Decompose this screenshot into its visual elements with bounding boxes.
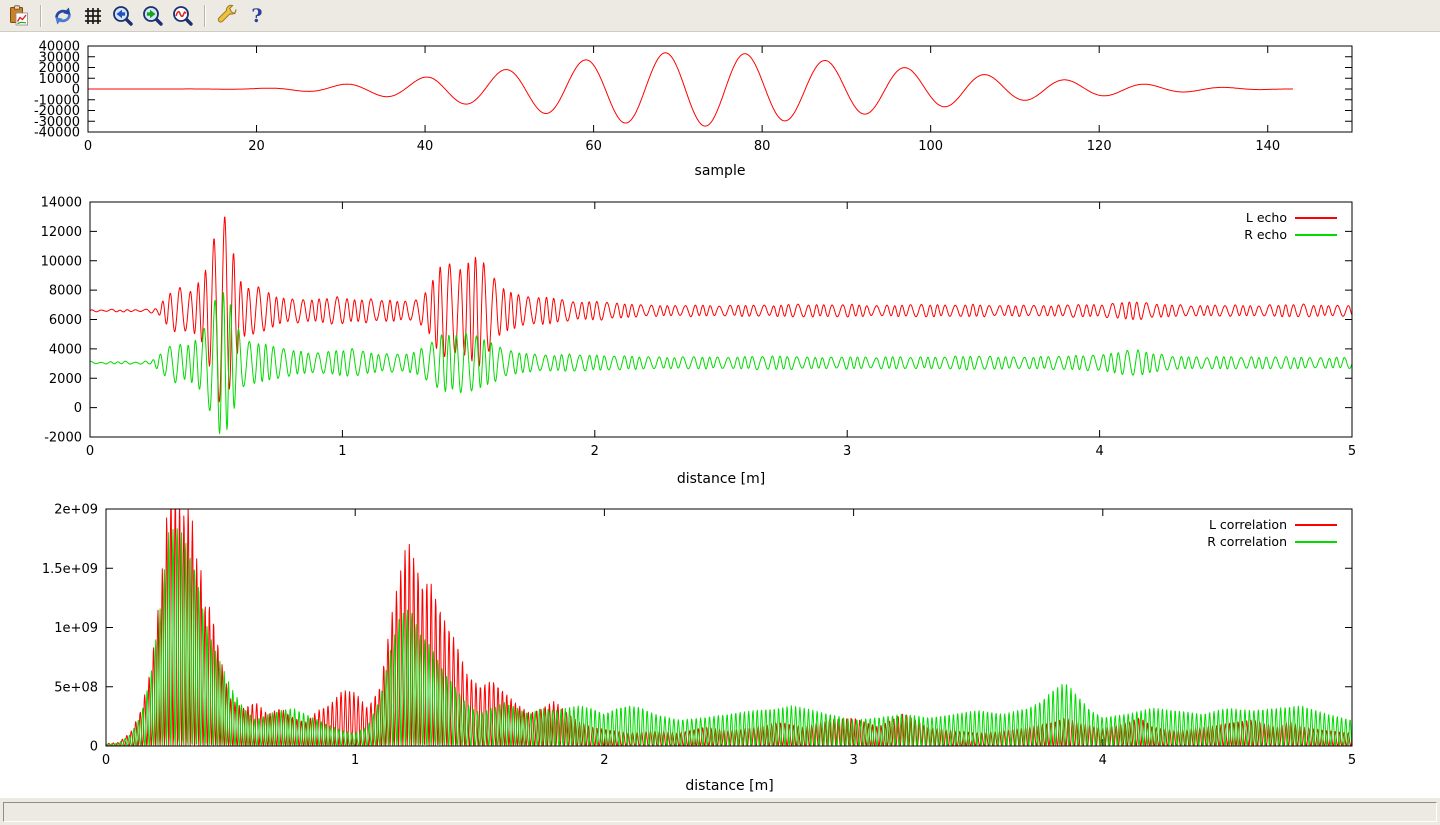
legend-line-sample bbox=[1295, 216, 1337, 219]
autoscale-button[interactable] bbox=[168, 2, 198, 30]
grid-icon bbox=[85, 7, 101, 24]
series-l-correlation bbox=[106, 509, 1352, 746]
legend-entry: L echo bbox=[1244, 209, 1337, 226]
svg-text:?: ? bbox=[251, 5, 262, 27]
x-tick-label: 2 bbox=[600, 753, 608, 768]
y-tick-label: 10000 bbox=[41, 254, 82, 269]
x-tick-label: 4 bbox=[1095, 444, 1103, 459]
y-tick-label: 6000 bbox=[49, 313, 82, 328]
y-tick-label: 12000 bbox=[41, 225, 82, 240]
y-tick-label: -30000 bbox=[34, 115, 80, 130]
y-tick-label: 20000 bbox=[39, 61, 80, 76]
zoom-previous-icon bbox=[113, 5, 133, 26]
x-tick-label: 0 bbox=[86, 444, 94, 459]
y-tick-label: 10000 bbox=[39, 72, 80, 87]
legend-line-sample bbox=[1295, 540, 1337, 543]
y-tick-label: 0 bbox=[74, 401, 82, 416]
legend-entry: R correlation bbox=[1207, 533, 1337, 550]
y-tick-label: 30000 bbox=[39, 50, 80, 65]
x-tick-label: 3 bbox=[843, 444, 851, 459]
x-tick-label: 140 bbox=[1255, 139, 1280, 154]
x-tick-label: 0 bbox=[84, 139, 92, 154]
refresh-icon bbox=[55, 7, 71, 24]
y-tick-label: 0 bbox=[72, 83, 80, 98]
toolbar: ? bbox=[0, 0, 1440, 32]
y-tick-label: 1e+09 bbox=[54, 621, 98, 636]
configure-button[interactable] bbox=[212, 2, 242, 30]
replot-button[interactable] bbox=[48, 2, 78, 30]
plot-frame bbox=[87, 45, 1353, 133]
y-tick-label: 8000 bbox=[49, 284, 82, 299]
x-tick-label: 100 bbox=[918, 139, 943, 154]
x-tick-label: 120 bbox=[1087, 139, 1112, 154]
status-text bbox=[3, 802, 1437, 822]
plot2-xlabel: distance [m] bbox=[676, 471, 766, 487]
x-tick-label: 1 bbox=[338, 444, 346, 459]
zoom-next-icon bbox=[143, 5, 163, 26]
statusbar bbox=[0, 797, 1440, 825]
x-tick-label: 2 bbox=[591, 444, 599, 459]
x-tick-label: 3 bbox=[849, 753, 857, 768]
y-tick-label: -40000 bbox=[34, 126, 80, 141]
plot3-legend: L correlation R correlation bbox=[1207, 516, 1337, 550]
help-button[interactable]: ? bbox=[242, 2, 272, 30]
copy-plot-button[interactable] bbox=[4, 2, 34, 30]
legend-entry: L correlation bbox=[1207, 516, 1337, 533]
y-tick-label: 4000 bbox=[49, 342, 82, 357]
y-tick-label: 5e+08 bbox=[54, 680, 98, 695]
y-tick-label: 1.5e+09 bbox=[42, 562, 98, 577]
plot1-xlabel: sample bbox=[694, 163, 746, 179]
plot2-legend: L echo R echo bbox=[1244, 209, 1337, 243]
y-tick-label: -10000 bbox=[34, 93, 80, 108]
y-tick-label: 2000 bbox=[49, 372, 82, 387]
wrench-icon bbox=[217, 4, 237, 23]
x-tick-label: 1 bbox=[351, 753, 359, 768]
plot-frame bbox=[105, 508, 1353, 747]
legend-line-sample bbox=[1295, 233, 1337, 236]
legend-entry: R echo bbox=[1244, 226, 1337, 243]
toolbar-separator bbox=[40, 4, 42, 27]
x-tick-label: 5 bbox=[1348, 444, 1356, 459]
series-l-echo bbox=[90, 216, 1352, 403]
clipboard-chart-icon bbox=[10, 4, 28, 25]
legend-line-sample bbox=[1295, 523, 1337, 526]
y-tick-label: -2000 bbox=[44, 431, 82, 446]
x-tick-label: 20 bbox=[248, 139, 265, 154]
plot3-xlabel: distance [m] bbox=[685, 778, 774, 794]
y-tick-label: 40000 bbox=[39, 40, 80, 55]
x-tick-label: 80 bbox=[754, 139, 771, 154]
plot-2: 0 1 2 3 4 5 -2000 0 2000 4000 6000 8000 10000 12000 14… bbox=[41, 196, 1357, 460]
series-r-echo bbox=[90, 292, 1352, 435]
x-tick-label: 40 bbox=[417, 139, 434, 154]
plot-frame bbox=[89, 201, 1353, 438]
plot-1: 0 20 40 60 80 100 120 140 -40000-30000-20000-100… bbox=[34, 40, 1353, 154]
x-tick-label: 60 bbox=[585, 139, 602, 154]
x-tick-label: 5 bbox=[1348, 753, 1356, 768]
zoom-autoscale-icon bbox=[173, 5, 193, 26]
legend-label: R echo bbox=[1244, 227, 1287, 242]
x-tick-label: 4 bbox=[1099, 753, 1107, 768]
y-tick-label: -20000 bbox=[34, 104, 80, 119]
legend-label: L correlation bbox=[1208, 517, 1287, 532]
series-pulse bbox=[88, 52, 1293, 127]
legend-label: L echo bbox=[1245, 210, 1287, 225]
series-r-correlation bbox=[106, 528, 1352, 746]
y-tick-label: 14000 bbox=[41, 196, 82, 211]
toggle-grid-button[interactable] bbox=[78, 2, 108, 30]
plot-3: 0 1 2 3 4 5 0 5e+08 1e+09 1.5e+09 2e+09 bbox=[42, 503, 1356, 769]
zoom-next-button[interactable] bbox=[138, 2, 168, 30]
help-icon: ? bbox=[251, 5, 262, 27]
zoom-previous-button[interactable] bbox=[108, 2, 138, 30]
x-tick-label: 0 bbox=[102, 753, 110, 768]
legend-label: R correlation bbox=[1207, 534, 1287, 549]
y-tick-label: 2e+09 bbox=[54, 503, 98, 518]
toolbar-separator bbox=[204, 4, 206, 27]
y-tick-label: 0 bbox=[90, 740, 98, 755]
